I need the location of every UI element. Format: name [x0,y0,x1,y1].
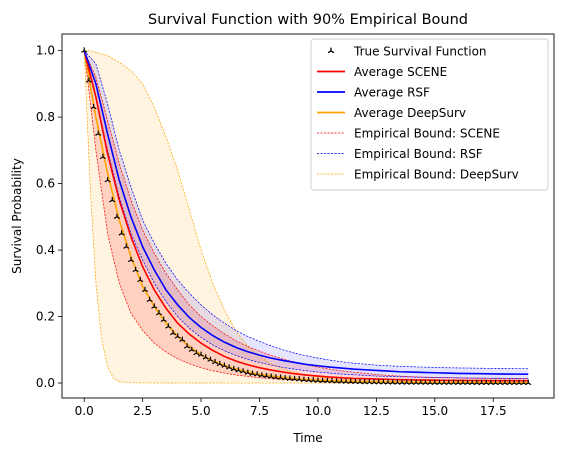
bound-bands [84,50,529,384]
legend-item-average-rsf: Average RSF [317,85,430,99]
true-survival-point [165,323,172,329]
chart-title: Survival Function with 90% Empirical Bou… [148,12,468,28]
true-survival-point [216,360,223,367]
true-survival-point [99,153,106,160]
true-survival-point [141,286,149,293]
legend-item-average-scene: Average SCENE [317,65,447,79]
x-tick-label: 0.0 [75,404,94,418]
true-survival-point [226,364,233,370]
legend-label: True Survival Function [353,44,487,58]
true-survival-point [155,310,163,316]
line-average-scene [83,50,529,382]
true-survival-point [109,197,116,203]
true-survival-point [183,343,191,349]
true-survival-point [104,177,111,183]
true-survival-point [151,303,158,309]
bound-upper-empirical-bound-deepsurv [84,50,529,383]
legend-label: Empirical Bound: SCENE [354,126,500,140]
true-survival-point [81,47,88,53]
legend-box [310,38,549,191]
true-survival-point [197,351,205,357]
true-survival-point [188,346,195,352]
x-tick-label: 5.0 [192,404,211,418]
true-survival-point [193,349,200,356]
legend-item-average-deepsurv: Average DeepSurv [317,106,466,120]
true-survival-point [174,333,181,339]
x-tick-label: 12.5 [363,404,390,418]
true-survival-point [221,362,228,368]
legend-item-empirical-bound-scene: Empirical Bound: SCENE [317,126,500,140]
true-survival-point [230,365,237,372]
true-survival-point [202,354,209,360]
bound-upper-empirical-bound-rsf [83,50,529,369]
true-survival-point [90,103,97,110]
x-tick-label: 7.5 [250,404,269,418]
true-survival-markers [81,47,532,386]
legend: True Survival Function Average SCENE Avera… [310,38,549,191]
legend-label: Empirical Bound: DeepSurv [354,167,519,181]
true-survival-point [146,296,153,303]
true-survival-point [127,256,135,263]
true-survival-point [240,368,247,374]
x-tick-label: 10.0 [305,404,332,418]
true-survival-point [244,369,251,375]
true-survival-point [132,266,139,273]
band-fill-empirical-bound-deepsurv [84,50,529,384]
x-axis-label: Time [292,431,322,445]
y-tick-label: 0.0 [36,376,55,390]
plot-frame [61,33,555,399]
legend-swatch [327,47,335,54]
true-survival-point [118,230,125,236]
legend-item-empirical-bound-rsf: Empirical Bound: RSF [317,147,483,161]
true-survival-point [85,77,92,83]
x-axis-ticks: 0.0 2.5 5.0 7.5 10.0 12.5 15.0 17.5 [75,398,507,418]
true-survival-point [123,243,130,249]
mean-lines [83,50,529,384]
true-survival-point [212,358,219,365]
y-tick-label: 0.4 [36,243,55,257]
legend-label: Empirical Bound: RSF [354,147,483,161]
y-tick-label: 0.6 [36,177,55,191]
x-tick-label: 2.5 [133,404,152,418]
bound-lower-empirical-bound-rsf [83,50,529,379]
true-survival-point [235,367,242,373]
line-average-deepsurv [83,50,529,384]
true-survival-point [179,336,186,342]
true-survival-point [95,130,102,136]
true-survival-point [254,371,261,377]
y-tick-label: 1.0 [36,44,55,58]
legend-label: Average SCENE [354,65,447,79]
y-axis-ticks: 0.0 0.2 0.4 0.6 0.8 1.0 [36,44,62,390]
true-survival-point [160,316,167,323]
true-survival-point [207,356,214,362]
y-tick-label: 0.8 [36,110,55,124]
y-axis-label: Survival Probability [10,158,24,274]
legend-item-true-survival-function: True Survival Function [327,44,487,58]
legend-item-empirical-bound-deepsurv: Empirical Bound: DeepSurv [317,167,519,181]
true-survival-point [525,379,532,386]
x-tick-label: 17.5 [480,404,507,418]
true-survival-point [113,213,121,219]
legend-label: Average RSF [354,85,430,99]
legend-label: Average DeepSurv [354,106,466,120]
x-tick-label: 15.0 [421,404,448,418]
y-tick-label: 0.2 [36,310,55,324]
true-survival-point [169,329,177,336]
true-survival-point [137,276,144,283]
line-average-rsf [83,50,529,376]
